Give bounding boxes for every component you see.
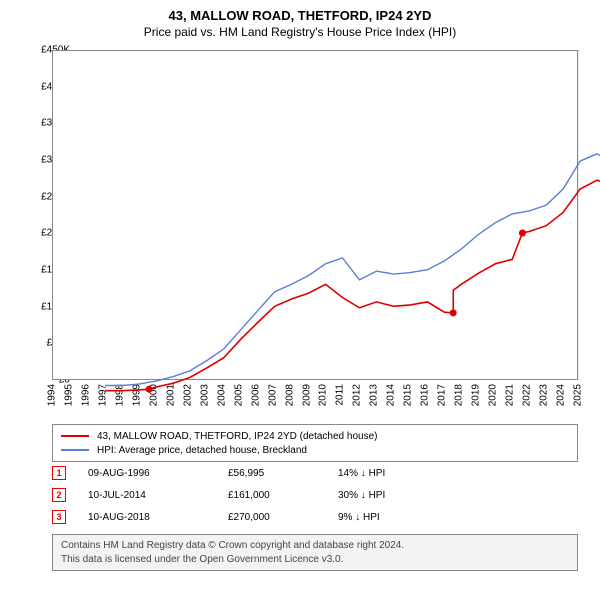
sales-table: 1 09-AUG-1996£56,99514% ↓ HPI 2 10-JUL-2014… [52,462,578,528]
legend-label: 43, MALLOW ROAD, THETFORD, IP24 2YD (det… [97,431,377,442]
sale-row: 3 10-AUG-2018£270,0009% ↓ HPI [52,506,578,528]
x-tick-label: 1995 [63,384,74,406]
chart-legend: 43, MALLOW ROAD, THETFORD, IP24 2YD (det… [52,424,578,462]
sale-delta: 30% ↓ HPI [338,490,385,501]
attribution-footer: Contains HM Land Registry data © Crown c… [52,534,578,571]
chart-title: 43, MALLOW ROAD, THETFORD, IP24 2YD [0,8,600,23]
series-line [105,154,600,386]
sale-price: £56,995 [228,468,338,479]
sale-price: £161,000 [228,490,338,501]
sale-dot [519,230,526,237]
sale-row-marker: 3 [52,510,66,524]
sale-dot [146,386,153,393]
legend-item: HPI: Average price, detached house, Brec… [61,443,569,457]
sale-delta: 9% ↓ HPI [338,512,380,523]
legend-item: 43, MALLOW ROAD, THETFORD, IP24 2YD (det… [61,429,569,443]
attribution-line-2: This data is licensed under the Open Gov… [61,553,569,567]
attribution-line-1: Contains HM Land Registry data © Crown c… [61,539,569,553]
sale-date: 10-AUG-2018 [88,512,228,523]
x-tick-label: 1994 [47,384,58,406]
chart-plot-area [52,50,578,380]
chart-subtitle: Price paid vs. HM Land Registry's House … [0,25,600,39]
sale-price: £270,000 [228,512,338,523]
x-tick-label: 1996 [80,384,91,406]
sale-date: 09-AUG-1996 [88,468,228,479]
sale-row-marker: 1 [52,466,66,480]
sale-date: 10-JUL-2014 [88,490,228,501]
legend-swatch [61,449,89,451]
sale-row-marker: 2 [52,488,66,502]
sale-dot [450,309,457,316]
sale-row: 2 10-JUL-2014£161,00030% ↓ HPI [52,484,578,506]
chart-lines [105,101,600,431]
legend-label: HPI: Average price, detached house, Brec… [97,445,307,456]
legend-swatch [61,435,89,437]
sale-row: 1 09-AUG-1996£56,99514% ↓ HPI [52,462,578,484]
sale-delta: 14% ↓ HPI [338,468,385,479]
